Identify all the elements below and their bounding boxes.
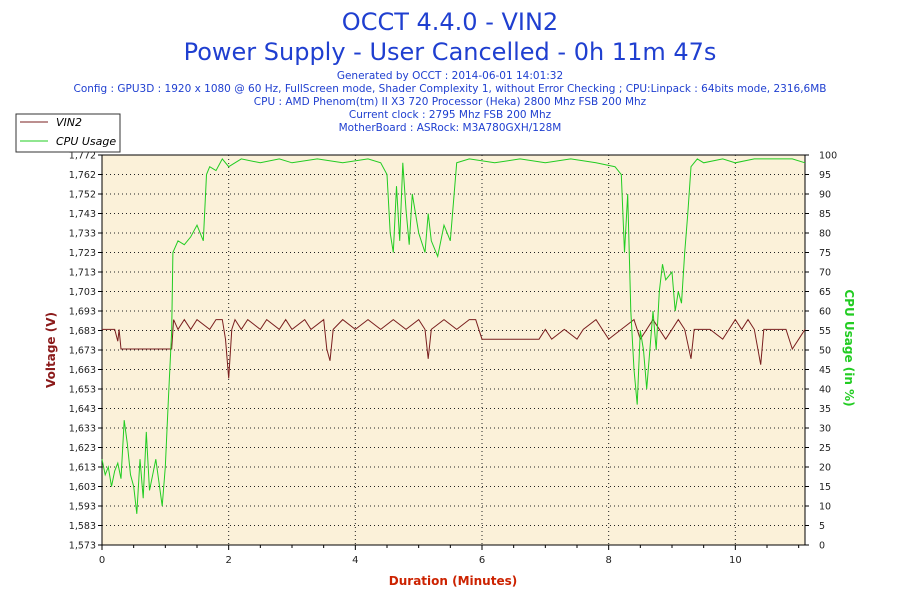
info-line: Config : GPU3D : 1920 x 1080 @ 60 Hz, Fu… (74, 83, 827, 95)
y-left-tick-label: 1,752 (69, 190, 96, 201)
y-left-tick-label: 1,643 (69, 404, 96, 415)
y-right-tick-label: 100 (819, 151, 837, 162)
x-axis-label: Duration (Minutes) (389, 574, 517, 588)
plot-area (101, 154, 806, 546)
y-left-tick-label: 1,603 (69, 482, 96, 493)
x-tick-label: 8 (605, 555, 611, 566)
y-left-tick-label: 1,713 (69, 268, 96, 279)
y-right-tick-label: 25 (819, 443, 831, 454)
y-left-tick-label: 1,723 (69, 248, 96, 259)
y-left-tick-label: 1,613 (69, 463, 96, 474)
info-line: Current clock : 2795 Mhz FSB 200 Mhz (349, 109, 552, 121)
series-line-cpu-usage (101, 158, 806, 514)
y-right-tick-label: 75 (819, 248, 831, 259)
y-axis-right-label: CPU Usage (in %) (842, 289, 856, 406)
y-left-tick-label: 1,663 (69, 365, 96, 376)
y-left-tick-label: 1,623 (69, 443, 96, 454)
y-right-tick-label: 70 (819, 268, 831, 279)
y-left-tick-label: 1,733 (69, 229, 96, 240)
y-right-tick-label: 65 (819, 287, 831, 298)
info-line: CPU : AMD Phenom(tm) II X3 720 Processor… (254, 96, 647, 108)
info-line: MotherBoard : ASRock: M3A780GXH/128M (339, 122, 562, 134)
y-right-tick-label: 0 (819, 541, 825, 552)
y-right-tick-label: 10 (819, 502, 831, 513)
y-left-tick-label: 1,673 (69, 346, 96, 357)
y-left-tick-label: 1,593 (69, 502, 96, 513)
y-left-tick-label: 1,772 (69, 151, 96, 162)
legend-box (15, 113, 121, 153)
grid (102, 155, 805, 545)
series-layer (101, 158, 806, 514)
y-right-tick-label: 55 (819, 326, 831, 337)
y-right-tick-label: 35 (819, 404, 831, 415)
legend-vin2-label: VIN2 (56, 116, 82, 129)
y-left-tick-label: 1,693 (69, 307, 96, 318)
y-right-tick-label: 85 (819, 209, 831, 220)
y-right-tick-label: 20 (819, 463, 831, 474)
chart-subtitle: Power Supply - User Cancelled - 0h 11m 4… (184, 38, 717, 66)
y-right-tick-label: 5 (819, 521, 825, 532)
axes: 1,573 01,583 51,593 101,603 151,613 201,623 25… (69, 151, 837, 567)
y-right-tick-label: 15 (819, 482, 831, 493)
y-axis-left-label: Voltage (V) (44, 312, 58, 388)
y-right-tick-label: 60 (819, 307, 831, 318)
y-left-tick-label: 1,683 (69, 326, 96, 337)
y-right-tick-label: 45 (819, 365, 831, 376)
info-lines: Generated by OCCT : 2014-06-01 14:01:32C… (74, 70, 827, 134)
x-tick-label: 2 (225, 555, 231, 566)
y-right-tick-label: 95 (819, 170, 831, 181)
y-right-tick-label: 90 (819, 190, 831, 201)
y-right-tick-label: 30 (819, 424, 831, 435)
x-tick-label: 6 (479, 555, 485, 566)
x-tick-label: 0 (99, 555, 105, 566)
y-right-tick-label: 50 (819, 346, 831, 357)
chart-title: OCCT 4.4.0 - VIN2 (342, 8, 558, 36)
x-tick-label: 10 (729, 555, 742, 566)
y-left-tick-label: 1,633 (69, 424, 96, 435)
x-tick-label: 4 (352, 555, 358, 566)
y-left-tick-label: 1,653 (69, 385, 96, 396)
y-left-tick-label: 1,583 (69, 521, 96, 532)
info-line: Generated by OCCT : 2014-06-01 14:01:32 (337, 70, 563, 82)
y-left-tick-label: 1,573 (69, 541, 96, 552)
y-left-tick-label: 1,703 (69, 287, 96, 298)
y-right-tick-label: 40 (819, 385, 831, 396)
legend-cpu-label: CPU Usage (56, 135, 116, 148)
series-line-vin2 (102, 318, 806, 379)
y-left-tick-label: 1,743 (69, 209, 96, 220)
y-left-tick-label: 1,762 (69, 170, 96, 181)
y-right-tick-label: 80 (819, 229, 831, 240)
legend: VIN2 CPU Usage (15, 113, 121, 153)
